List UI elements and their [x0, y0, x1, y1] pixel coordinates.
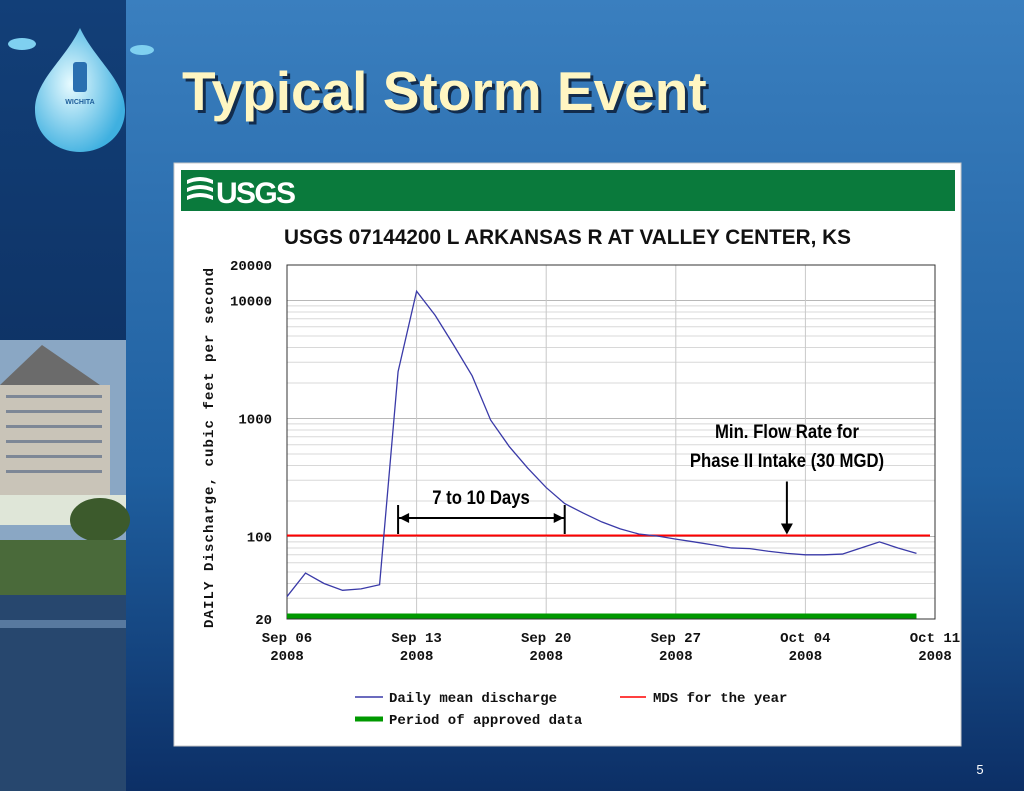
legend-label: MDS for the year	[653, 691, 787, 707]
logo-text: WICHITA	[65, 99, 94, 106]
plot-frame	[286, 264, 936, 620]
annotation-days: 7 to 10 Days	[432, 488, 531, 509]
y-tick-label: 1000	[238, 413, 272, 429]
chart-title: USGS 07144200 L ARKANSAS R AT VALLEY CEN…	[284, 226, 851, 249]
slide-title: Typical Storm Event	[182, 60, 707, 122]
slide-title-shadow: Typical Storm Event	[185, 63, 710, 125]
x-tick-label: Sep 27 2008	[650, 631, 701, 665]
x-tick-label: Sep 13 2008	[391, 631, 442, 665]
usgs-header	[181, 170, 955, 211]
y-tick-label: 20000	[230, 259, 272, 275]
y-tick-label: 10000	[230, 295, 272, 311]
y-tick-label: 20	[255, 613, 272, 629]
y-axis-label: DAILY Discharge, cubic feet per second	[202, 268, 218, 628]
city-photo	[0, 340, 130, 791]
logo: WICHITA	[8, 28, 154, 152]
annotation-min-flow: Min. Flow Rate for Phase II Intake (30 M…	[689, 421, 884, 472]
discharge-line	[286, 289, 917, 597]
x-tick-label: Sep 20 2008	[520, 631, 572, 665]
page-number: 5	[976, 762, 983, 777]
legend-label: Daily mean discharge	[389, 691, 557, 707]
arrow-head	[780, 523, 793, 535]
x-tick-label: Oct 04 2008	[780, 631, 831, 665]
usgs-waves	[187, 177, 213, 200]
x-tick-label: Oct 11 2008	[909, 631, 961, 665]
arrow-head	[399, 513, 410, 523]
usgs-header-text: USGS	[216, 177, 296, 210]
arrow-head	[553, 513, 564, 523]
y-tick-label: 100	[247, 531, 272, 547]
legend-label: Period of approved data	[389, 713, 583, 729]
x-tick-label: Sep 06 2008	[261, 631, 313, 665]
